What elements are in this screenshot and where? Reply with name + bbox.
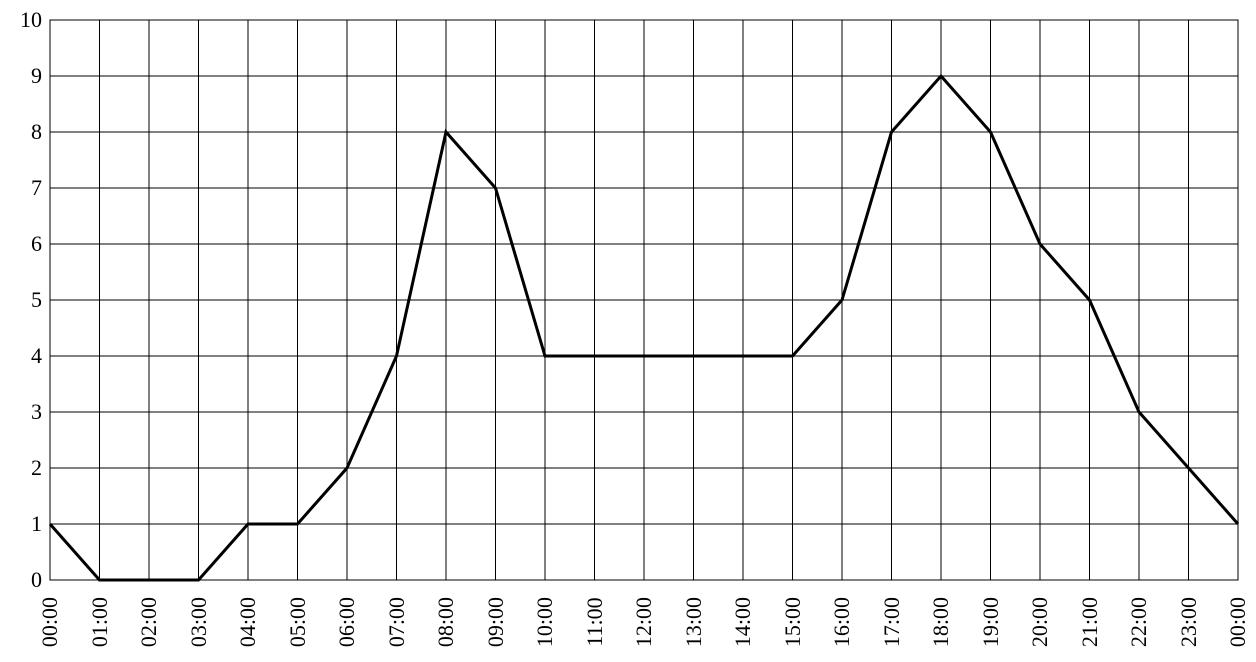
y-tick-label: 2 <box>31 457 42 479</box>
x-tick-label: 02:00 <box>138 597 160 647</box>
y-tick-label: 6 <box>31 233 42 255</box>
x-tick-label: 06:00 <box>336 597 358 647</box>
x-tick-label: 12:00 <box>633 597 655 647</box>
x-tick-label: 08:00 <box>435 597 457 647</box>
x-tick-label: 09:00 <box>485 597 507 647</box>
x-tick-label: 20:00 <box>1029 597 1051 647</box>
y-tick-label: 9 <box>31 65 42 87</box>
x-tick-label: 01:00 <box>89 597 111 647</box>
y-tick-label: 5 <box>31 289 42 311</box>
x-tick-label: 11:00 <box>584 597 606 646</box>
x-tick-label: 17:00 <box>881 597 903 647</box>
x-tick-label: 23:00 <box>1178 597 1200 647</box>
x-tick-label: 19:00 <box>980 597 1002 647</box>
x-tick-label: 04:00 <box>237 597 259 647</box>
x-tick-label: 22:00 <box>1128 597 1150 647</box>
x-tick-label: 00:00 <box>39 597 61 647</box>
chart-svg <box>0 0 1256 662</box>
y-tick-label: 8 <box>31 121 42 143</box>
y-tick-label: 7 <box>31 177 42 199</box>
y-tick-label: 3 <box>31 401 42 423</box>
x-tick-label: 14:00 <box>732 597 754 647</box>
x-tick-label: 00:00 <box>1227 597 1249 647</box>
x-tick-label: 10:00 <box>534 597 556 647</box>
grid-lines <box>50 20 1238 580</box>
x-tick-label: 21:00 <box>1079 597 1101 647</box>
x-tick-label: 05:00 <box>287 597 309 647</box>
x-tick-label: 13:00 <box>683 597 705 647</box>
x-tick-label: 15:00 <box>782 597 804 647</box>
x-tick-label: 07:00 <box>386 597 408 647</box>
line-chart: 0 1 2 3 4 5 6 7 8 9 10 00:00 01:00 02:00 03:00 04:00 05:… <box>0 0 1256 662</box>
x-tick-label: 18:00 <box>930 597 952 647</box>
x-tick-label: 03:00 <box>188 597 210 647</box>
y-tick-label: 1 <box>31 513 42 535</box>
x-tick-label: 16:00 <box>831 597 853 647</box>
y-tick-label: 0 <box>31 569 42 591</box>
y-tick-label: 4 <box>31 345 42 367</box>
y-tick-label: 10 <box>20 9 42 31</box>
